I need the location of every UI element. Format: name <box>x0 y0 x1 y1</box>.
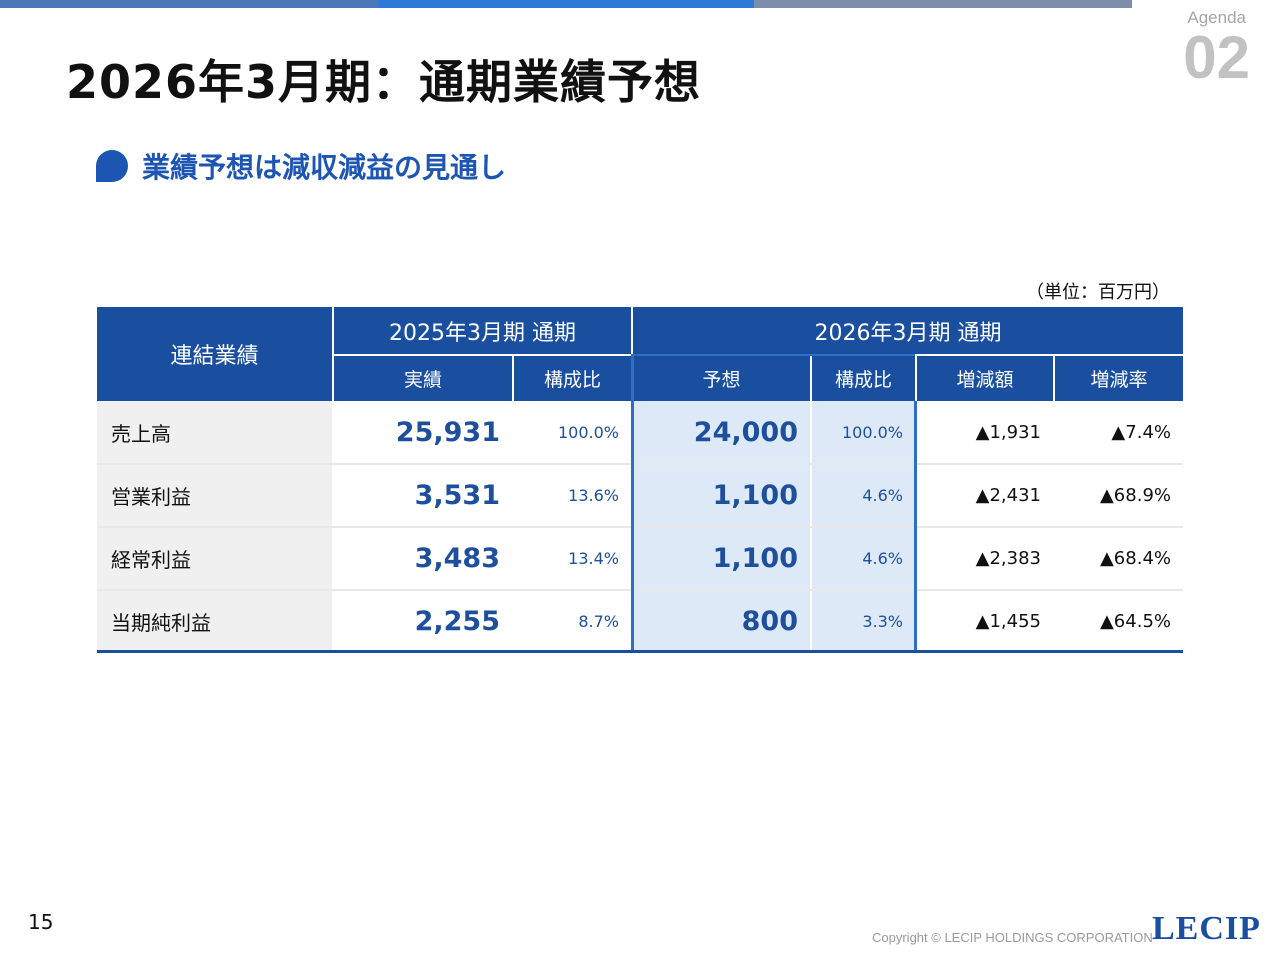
header-group-2026: 2026年3月期 通期 <box>633 307 1183 354</box>
top-accent-bar-3 <box>754 0 1132 8</box>
table-row-label: 経常利益 <box>97 528 332 589</box>
page-number: 15 <box>28 910 54 934</box>
table-row-label: 当期純利益 <box>97 591 332 652</box>
change-rate-cell: ▲7.4% <box>1111 421 1171 443</box>
row-divider <box>97 589 1183 591</box>
bullet-icon <box>96 150 128 182</box>
ratio-2025-cell: 13.4% <box>568 549 619 568</box>
table-row-label: 営業利益 <box>97 465 332 526</box>
ratio-2025-cell: 100.0% <box>557 422 619 442</box>
table-bottom-border <box>97 650 1183 653</box>
change-rate-cell: ▲68.4% <box>1099 548 1171 569</box>
actual-cell: 2,255 <box>414 606 500 637</box>
ratio-2025-cell: 13.6% <box>568 486 619 505</box>
header-ratio-2025: 構成比 <box>514 356 631 401</box>
forecast-cell: 1,100 <box>633 528 810 589</box>
ratio-2026-cell: 4.6% <box>812 465 915 526</box>
copyright: Copyright © LECIP HOLDINGS CORPORATION <box>872 930 1153 945</box>
subtitle: 業績予想は減収減益の見通し <box>142 151 507 184</box>
actual-cell: 3,483 <box>414 543 500 574</box>
ratio-2026-cell: 3.3% <box>812 591 915 652</box>
unit-note: （単位：百万円） <box>1026 282 1170 303</box>
forecast-cell: 800 <box>633 591 810 652</box>
change-cell: ▲2,431 <box>975 485 1041 506</box>
group-divider <box>631 354 634 652</box>
ratio-2026-cell: 4.6% <box>812 528 915 589</box>
table-row-label: 売上高 <box>97 401 332 463</box>
agenda-label: Agenda <box>1187 8 1246 27</box>
change-rate-cell: ▲68.9% <box>1099 485 1171 506</box>
top-accent-bar-2 <box>378 0 754 8</box>
actual-cell: 25,931 <box>395 416 500 448</box>
change-cell: ▲1,455 <box>975 611 1041 632</box>
header-forecast: 予想 <box>633 356 810 401</box>
row-divider <box>97 526 1183 528</box>
subtitle-row: 業績予想は減収減益の見通し <box>96 146 506 186</box>
header-group-2025: 2025年3月期 通期 <box>334 307 631 354</box>
ratio-2025-cell: 8.7% <box>578 612 619 631</box>
header-row-label: 連結業績 <box>97 307 332 401</box>
forecast-cell: 24,000 <box>633 401 810 463</box>
header-change-rate: 増減率 <box>1055 356 1183 401</box>
forecast-cell: 1,100 <box>633 465 810 526</box>
actual-cell: 3,531 <box>414 480 500 511</box>
forecast-header-underline <box>633 354 915 356</box>
header-ratio-2026: 構成比 <box>812 356 915 401</box>
agenda-number: 02 <box>1183 24 1250 91</box>
page-title: 2026年3月期：通期業績予想 <box>66 55 702 109</box>
forecast-divider <box>914 401 917 652</box>
row-divider <box>97 463 1183 465</box>
top-accent-bar-1 <box>0 0 378 8</box>
company-logo: LECIP <box>1152 910 1261 947</box>
header-actual: 実績 <box>334 356 512 401</box>
ratio-2026-cell: 100.0% <box>812 401 915 463</box>
header-change: 増減額 <box>917 356 1053 401</box>
change-cell: ▲1,931 <box>975 421 1041 443</box>
results-table: 連結業績 2025年3月期 通期 2026年3月期 通期 実績 構成比 予想 構… <box>97 307 1183 655</box>
change-cell: ▲2,383 <box>975 548 1041 569</box>
change-rate-cell: ▲64.5% <box>1099 611 1171 632</box>
